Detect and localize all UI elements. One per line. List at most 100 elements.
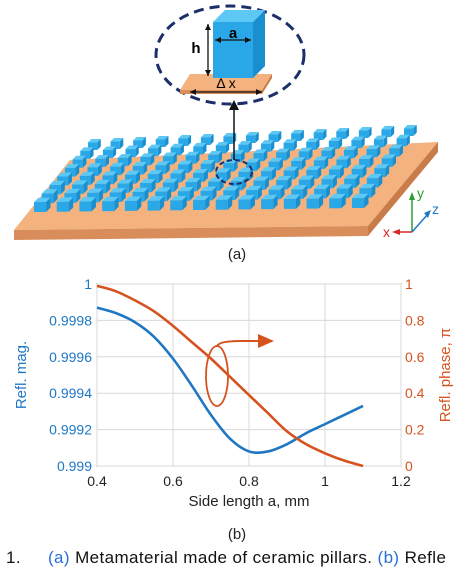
pillar xyxy=(102,196,119,212)
pillar xyxy=(238,195,255,210)
grid xyxy=(96,283,402,467)
pillar xyxy=(148,144,162,157)
axis-label-x: x xyxy=(383,224,390,240)
pillar xyxy=(381,154,397,167)
pillar xyxy=(163,152,177,165)
y-axis-right-label: Refl. phase, π xyxy=(437,328,454,423)
axis-label-y: y xyxy=(417,185,424,201)
pillar xyxy=(261,194,278,210)
pillar xyxy=(110,162,125,176)
pillar xyxy=(193,195,210,210)
caption-text-a: Metamaterial made of ceramic pillars. xyxy=(69,548,378,567)
y-left-tick-label: 0.9996 xyxy=(49,349,92,365)
pillar xyxy=(147,196,165,211)
series-magnitude-line xyxy=(96,306,364,454)
pillar xyxy=(253,149,268,162)
pillar xyxy=(276,148,290,161)
pillar xyxy=(230,176,247,191)
y-right-tick-label: 0.4 xyxy=(405,385,425,401)
x-tick-label: 0.4 xyxy=(87,473,107,489)
pillar xyxy=(56,197,74,212)
pillar xyxy=(133,136,146,148)
pillar xyxy=(117,154,132,167)
caption-ref-a[interactable]: (a) xyxy=(48,548,70,567)
y-left-tick-label: 0.999 xyxy=(57,458,92,474)
pillar xyxy=(215,141,230,154)
caption-ref-b[interactable]: (b) xyxy=(377,548,400,567)
y-right-tick-label: 0 xyxy=(405,458,413,474)
pillar xyxy=(313,156,329,169)
pillar xyxy=(352,193,369,208)
pillar xyxy=(291,129,304,141)
pillar xyxy=(358,126,372,138)
pillar xyxy=(34,197,51,212)
pillar xyxy=(170,143,184,156)
pillar xyxy=(215,195,233,210)
subfigure-label-a: (a) xyxy=(227,246,247,263)
pillar xyxy=(140,178,156,193)
pillar xyxy=(306,166,322,179)
series-group xyxy=(96,284,364,468)
pillar xyxy=(185,177,201,192)
pillar xyxy=(72,155,87,168)
pillar xyxy=(238,167,254,181)
dimension-dx: Δ x xyxy=(190,75,262,95)
pillar xyxy=(132,162,148,175)
pillar xyxy=(147,170,163,184)
dimension-a: a xyxy=(215,25,251,43)
pillar xyxy=(298,147,313,160)
pillar xyxy=(306,194,324,209)
pillar xyxy=(110,137,124,149)
pillar xyxy=(283,194,301,209)
pillar xyxy=(343,146,358,159)
pillar xyxy=(336,127,350,139)
pillar xyxy=(215,168,231,182)
pillar xyxy=(140,153,155,166)
pillar xyxy=(208,150,223,163)
y-left-tick-label: 1 xyxy=(84,276,92,292)
y-right-tick-label: 1 xyxy=(405,276,413,292)
figure-caption: 1. (a) Metamaterial made of ceramic pilla… xyxy=(0,548,474,570)
pillar xyxy=(170,169,186,183)
pillar xyxy=(298,175,315,189)
pillar xyxy=(283,139,297,151)
pillar xyxy=(268,130,282,142)
y-left-tick-label: 0.9994 xyxy=(49,385,92,401)
pillar xyxy=(366,174,383,188)
pillar xyxy=(193,142,207,155)
pillar xyxy=(373,135,388,148)
y-right-tick-label: 0.6 xyxy=(405,349,425,365)
pillar xyxy=(261,167,276,181)
series-phase-line xyxy=(96,284,364,468)
label-delta-x: Δ x xyxy=(216,75,235,91)
pillar xyxy=(336,155,351,169)
pillar xyxy=(366,145,381,158)
y-left-tick-label: 0.9998 xyxy=(49,312,92,328)
pillar xyxy=(351,136,365,149)
pillar xyxy=(283,166,299,180)
pillar xyxy=(253,176,269,190)
pillar xyxy=(124,196,142,211)
label-a: a xyxy=(229,25,238,42)
pillar xyxy=(351,164,367,178)
pillar xyxy=(344,174,360,188)
y-left-tick-label: 0.9992 xyxy=(49,422,92,438)
pillar-array xyxy=(34,124,417,212)
pillar xyxy=(291,157,306,170)
annotation-arrow xyxy=(216,340,262,348)
caption-text-b: Refle xyxy=(399,548,447,567)
pillar xyxy=(223,186,240,201)
dimension-h: h xyxy=(191,24,211,76)
pillar xyxy=(238,141,252,153)
y-right-tick-label: 0.2 xyxy=(405,422,425,438)
x-axis-label: Side length a, mm xyxy=(189,493,310,510)
pillar xyxy=(291,185,308,199)
pillar xyxy=(102,146,117,158)
pillar xyxy=(155,135,169,147)
unit-cell-zoom-circle xyxy=(154,4,306,106)
pillar xyxy=(79,197,96,212)
pillar xyxy=(178,134,192,146)
label-h: h xyxy=(191,40,200,57)
pillar xyxy=(162,178,179,192)
pillar xyxy=(328,137,343,149)
